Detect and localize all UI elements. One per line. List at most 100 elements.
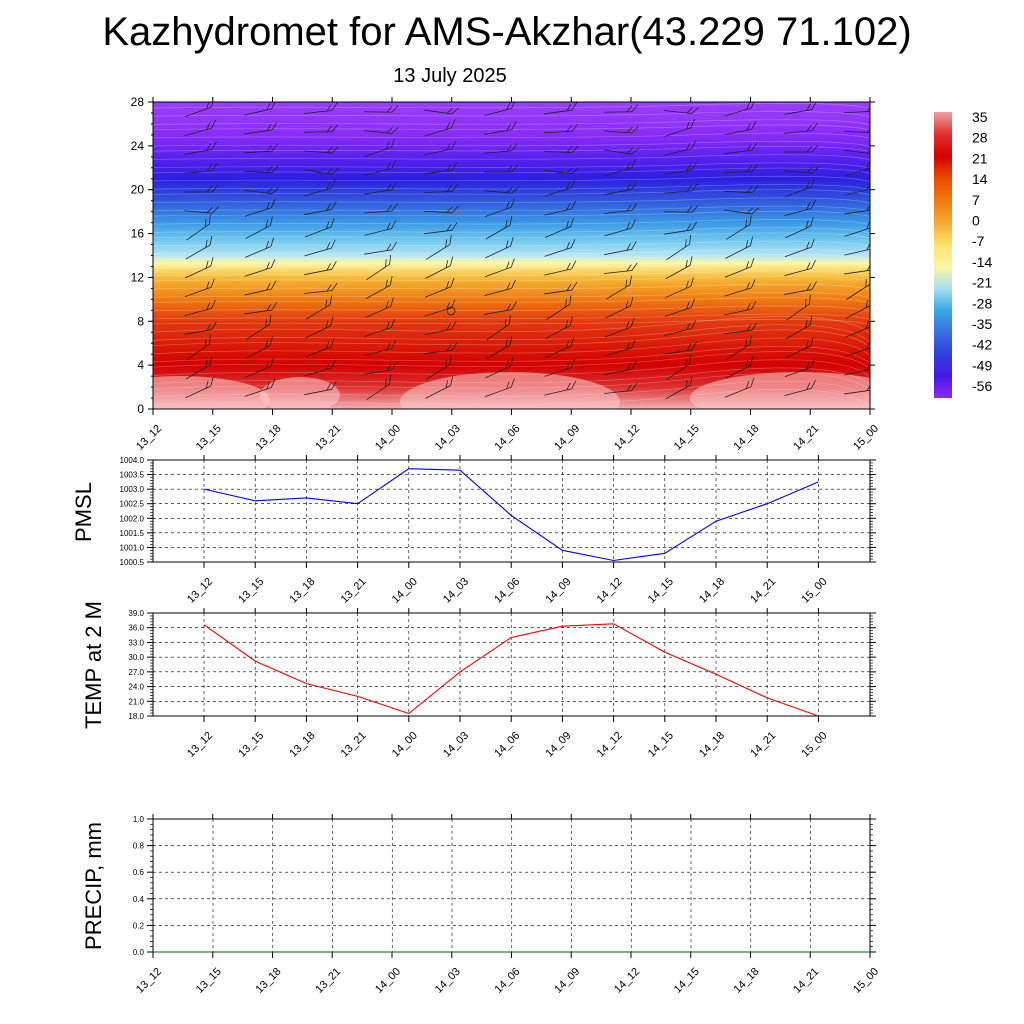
x-tick-label: 13_21 [313,966,343,996]
wind-barb [544,282,578,295]
wind-barb [785,337,814,359]
x-tick-label: 14_18 [697,576,727,606]
wind-barb [604,159,636,177]
wind-barb [604,219,636,237]
wind-barb [604,339,636,357]
wind-barb [364,203,398,214]
x-tick-label: 14_21 [791,423,821,453]
wind-barb [184,163,218,174]
wind-barb [664,320,697,336]
wind-barb [244,357,275,378]
colorbar-label: 0 [972,213,980,229]
wind-barb [425,235,452,260]
wind-barb [246,315,272,340]
wind-barb [244,187,279,195]
x-tick-label: 14_18 [732,966,762,996]
wind-barb [184,119,216,137]
contour-line [153,254,870,261]
chart-title: Kazhydromet for AMS-Akzhar(43.229 71.102… [102,10,912,54]
wind-barb [424,162,458,175]
contour-line [153,197,870,204]
wind-barb [484,121,517,135]
x-tick-label: 14_06 [492,576,522,606]
wind-barb [724,257,755,278]
wind-barb [785,315,813,340]
wind-barb [785,217,814,239]
contour-line [153,232,870,239]
colorbar-label: -35 [972,316,992,332]
wind-barb [186,214,211,241]
wind-barb [784,102,817,115]
contour-line [153,132,870,139]
contour-line [153,275,870,282]
wind-barb [544,200,577,216]
x-tick-label: 13_18 [254,423,284,453]
x-tick-label: 13_21 [339,576,369,606]
x-tick-label: 13_18 [287,576,317,606]
wind-barb [544,337,575,358]
y-tick-label: 24 [131,139,145,153]
wind-barb [484,186,519,194]
x-tick-label: 14_09 [543,730,573,760]
wind-barb [604,147,640,155]
colorbar-label: 35 [972,109,988,125]
wind-barb [244,199,276,217]
wind-barb [185,377,214,399]
x-tick-label: 14_00 [373,423,403,453]
wind-barb [544,179,576,197]
y-tick-label: 0.2 [133,921,145,930]
y-axis-title: PRECIP, mm [81,822,106,950]
wind-barb [603,104,639,113]
contour-line [153,359,870,378]
x-tick-label: 14_00 [373,966,403,996]
wind-barb [485,357,514,379]
colorbar: 35 28 21 14 7 0 -7 -14 -21 -28 -35 -42 -49 -56 [934,109,992,398]
wind-barb [485,237,514,259]
colorbar-label: -42 [972,337,992,353]
y-tick-label: 36.0 [128,624,144,633]
y-axis-title: TEMP at 2 M [81,601,106,729]
wind-barb [605,296,634,319]
wind-barb [185,235,213,260]
x-tick-label: 14_09 [543,576,573,606]
wind-barb [366,374,392,401]
colorbar-label: 14 [972,171,988,187]
x-tick-label: 14_06 [493,966,523,996]
wind-barb [184,184,219,193]
contour-line [153,205,870,212]
wind-barb [425,355,452,380]
warm-core [690,372,870,409]
wind-barb [784,379,816,397]
x-tick-label: 14_15 [672,423,702,453]
wind-barb [304,282,338,294]
wind-barb [665,256,693,280]
wind-barb [363,105,399,113]
contour-line [153,124,870,131]
x-tick-label: 14_21 [791,966,821,996]
x-tick-label: 14_03 [433,966,463,996]
wind-barb [184,102,215,118]
contour-line [153,167,870,174]
y-tick-label: 4 [137,358,144,372]
y-tick-label: 8 [137,314,144,328]
wind-barb [665,277,694,299]
colorbar-label: 21 [972,150,988,166]
x-tick-label: 14_00 [390,576,420,606]
wind-barb [364,318,396,337]
wind-barb [186,334,211,361]
wind-barb [604,318,635,338]
wind-barb [544,260,577,276]
wind-barb [544,167,579,175]
wind-barb [484,279,516,297]
wind-barb [244,259,276,277]
x-tick-label: 13_21 [313,423,343,453]
wind-barb [304,167,340,175]
wind-barb [664,298,696,317]
y-tick-label: 0.0 [133,948,145,957]
wind-barb [424,140,457,156]
contour-line [153,297,870,304]
contour-line [153,111,870,118]
y-axis-title: PMSL [71,482,96,542]
pmsl-panel: 1004.0 1003.5 1003.0 1002.5 1002.0 1001.5 1001… [71,455,876,606]
heatmap-contours [153,102,870,409]
